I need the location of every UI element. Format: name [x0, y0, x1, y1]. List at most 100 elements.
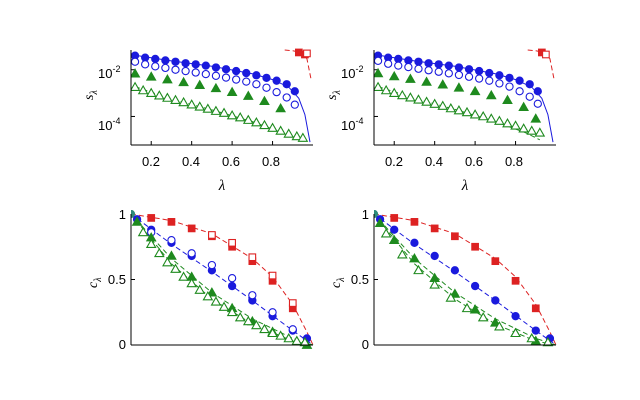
- c-left-red-open-point-4: [288, 299, 297, 307]
- c-right-start-point-0: [374, 210, 379, 219]
- ytick-label-c-right-2: 1: [362, 207, 369, 222]
- c-right-green-curve-1: [374, 213, 557, 346]
- c-right-green-open-point-4: [445, 292, 457, 302]
- ytick-label-s-right-0: 10-2: [341, 64, 363, 81]
- c-left-green-open-point-9: [210, 296, 222, 306]
- s-left-green-open-point-0: [131, 81, 141, 91]
- s-right-blue-filled-point-2: [394, 54, 403, 64]
- c-left-red-open-point-3: [268, 271, 277, 280]
- c-left-green-open-point-16: [267, 327, 278, 338]
- c-right-green-filled-point-0: [374, 217, 386, 228]
- s-left-green-filled-point-2: [162, 74, 173, 84]
- c-right-red-curve: [374, 213, 557, 346]
- s-right-green-open-point-8: [437, 100, 449, 110]
- s-left-green-open-point-11: [218, 107, 230, 117]
- s-left-blue-filled-point-6: [191, 60, 200, 69]
- s-left-blue-open-point-12: [252, 80, 261, 89]
- c-right-green-open-point-0: [380, 228, 392, 238]
- s-left-blue-filled-point-9: [221, 65, 231, 74]
- ytick-label-s-right-1: 10-4: [341, 116, 363, 133]
- c-right-red-filled-point-0: [390, 214, 399, 222]
- xtick-label-s-right-3: 0.8: [505, 154, 523, 169]
- s-left-blue-filled-point-3: [161, 56, 170, 65]
- s-right-green-open-point-0: [374, 81, 384, 91]
- s-right-green-filled-point-3: [421, 76, 432, 86]
- xtick-label-s-left-2: 0.6: [222, 154, 240, 169]
- s-left-green-filled-point-9: [275, 102, 286, 113]
- s-right-blue-filled-point-6: [434, 60, 443, 69]
- c-right-red-filled-point-2: [430, 224, 439, 233]
- s-left-blue-open-point-10: [232, 75, 241, 84]
- markers-s-right: [374, 48, 550, 137]
- plot-area-c-left: [131, 210, 314, 349]
- s-right-green-filled-point-2: [405, 73, 416, 83]
- s-left-blue-filled-point-14: [272, 76, 281, 85]
- s-left-blue-open-point-9: [221, 73, 231, 82]
- s-left-blue-filled-point-5: [181, 59, 190, 68]
- s-right-green-open-point-12: [469, 109, 481, 119]
- s-left-blue-filled-point-11: [242, 68, 251, 78]
- s-left-green-open-point-20: [291, 130, 303, 141]
- c-left-red-filled-point-0: [147, 214, 156, 222]
- s-left-green-filled-point-1: [145, 71, 157, 81]
- s-left-green-filled-point-4: [194, 79, 206, 89]
- s-right-blue-open-point-13: [505, 82, 514, 91]
- s-right-green-open-point-13: [477, 110, 489, 121]
- ytick-label-c-left-1: 0.5: [108, 272, 126, 287]
- s-right-blue-open-point-8: [454, 70, 464, 80]
- y-axis-label-s-right: sλ: [325, 90, 343, 100]
- c-left-green-open-point-20: [299, 336, 311, 347]
- s-right-red-open-point-0: [542, 50, 550, 59]
- s-right-blue-open-point-4: [414, 64, 423, 73]
- s-right-blue-open-point-3: [404, 62, 413, 72]
- xtick-label-s-left-1: 0.4: [182, 154, 200, 169]
- c-right-green-filled-point-5: [469, 304, 481, 314]
- s-left-blue-open-point-3: [161, 63, 170, 73]
- s-right-green-open-point-17: [510, 120, 521, 130]
- c-left-green-open-point-1: [145, 238, 157, 248]
- c-left-green-open-point-10: [218, 301, 230, 311]
- s-right-green-open-point-19: [526, 125, 538, 135]
- s-right-green-filled-point-1: [388, 70, 400, 81]
- s-left-green-open-point-9: [202, 103, 214, 113]
- c-right-green-open-point-1: [396, 249, 408, 259]
- c-right-red-filled-point-4: [471, 242, 479, 251]
- s-left-blue-open-point-13: [262, 83, 271, 92]
- c-left-green-open-point-13: [242, 315, 254, 326]
- s-left-blue-open-point-8: [211, 71, 221, 80]
- y-axis-label-s-left: sλ: [82, 90, 100, 100]
- s-left-blue-filled-point-15: [282, 80, 291, 89]
- c-right-green-open-point-2: [413, 264, 424, 275]
- c-right-green-open-point-3: [429, 279, 441, 289]
- s-right-blue-filled-point-5: [424, 59, 433, 68]
- c-right-blue-filled-point-1: [390, 225, 399, 234]
- c-left-blue-open-point-7: [288, 325, 297, 334]
- s-right-green-open-point-7: [429, 98, 441, 108]
- s-left-blue-open-point-7: [201, 69, 210, 79]
- c-right-red-filled-point-3: [451, 232, 459, 241]
- s-right-green-filled-point-9: [518, 101, 529, 112]
- c-right-green-open-point-7: [494, 321, 505, 331]
- s-right-blue-filled-point-4: [414, 57, 423, 66]
- c-left-green-open-point-0: [137, 226, 149, 237]
- s-right-green-open-point-18: [518, 123, 529, 133]
- s-left-green-open-point-21: [297, 132, 309, 142]
- s-left-blue-open-point-14: [272, 87, 281, 97]
- s-right-green-open-point-2: [388, 87, 400, 97]
- c-left-green-open-point-11: [226, 306, 238, 317]
- c-left-blue-filled-point-5: [227, 281, 237, 291]
- c-left-green-open-point-15: [259, 323, 270, 334]
- s-right-green-open-point-16: [502, 117, 513, 128]
- s-right-blue-open-point-7: [444, 69, 453, 78]
- c-left-green-curve-2: [131, 213, 314, 346]
- s-left-green-open-point-14: [242, 114, 254, 124]
- s-right-blue-filled-point-13: [505, 73, 514, 82]
- c-right-red-filled-point-5: [491, 257, 500, 266]
- s-right-blue-open-point-11: [485, 76, 494, 85]
- c-right-blue-filled-point-8: [531, 326, 540, 335]
- ytick-label-s-left-0: 10-2: [98, 64, 120, 81]
- s-left-blue-filled-point-7: [201, 61, 210, 70]
- s-left-blue-filled-point-16: [290, 87, 299, 96]
- s-right-green-filled-point-7: [485, 89, 497, 100]
- x-axis-label-s-right: λ: [461, 178, 469, 194]
